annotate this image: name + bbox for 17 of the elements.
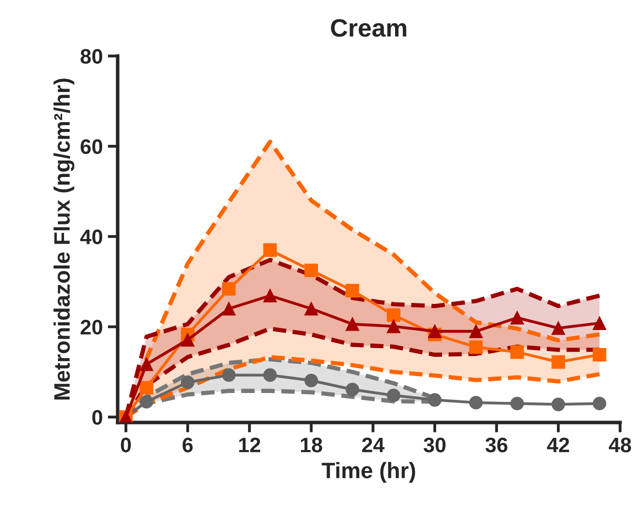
x-tick-label: 0 (120, 438, 131, 452)
x-tick-label: 48 (608, 438, 632, 452)
x-tick-label: 18 (300, 438, 322, 452)
y-tick-label: 40 (80, 230, 102, 244)
y-tick-label: 0 (92, 410, 102, 425)
x-tick-label: 42 (547, 438, 570, 452)
y-axis-title: Metronidazole Flux (ng/cm²/hr) (54, 78, 74, 400)
x-tick-label: 6 (182, 438, 193, 452)
x-tick-label: 24 (362, 438, 384, 452)
x-tick-label: 12 (239, 438, 260, 452)
x-tick-label: 36 (485, 438, 508, 452)
x-axis-title: Time (hr) (322, 462, 416, 483)
x-tick-label: 30 (424, 438, 446, 452)
y-tick-label: 80 (80, 48, 102, 64)
chart-title: Cream (330, 19, 406, 37)
y-tick-label: 20 (80, 320, 102, 335)
y-tick-label: 60 (80, 139, 102, 154)
